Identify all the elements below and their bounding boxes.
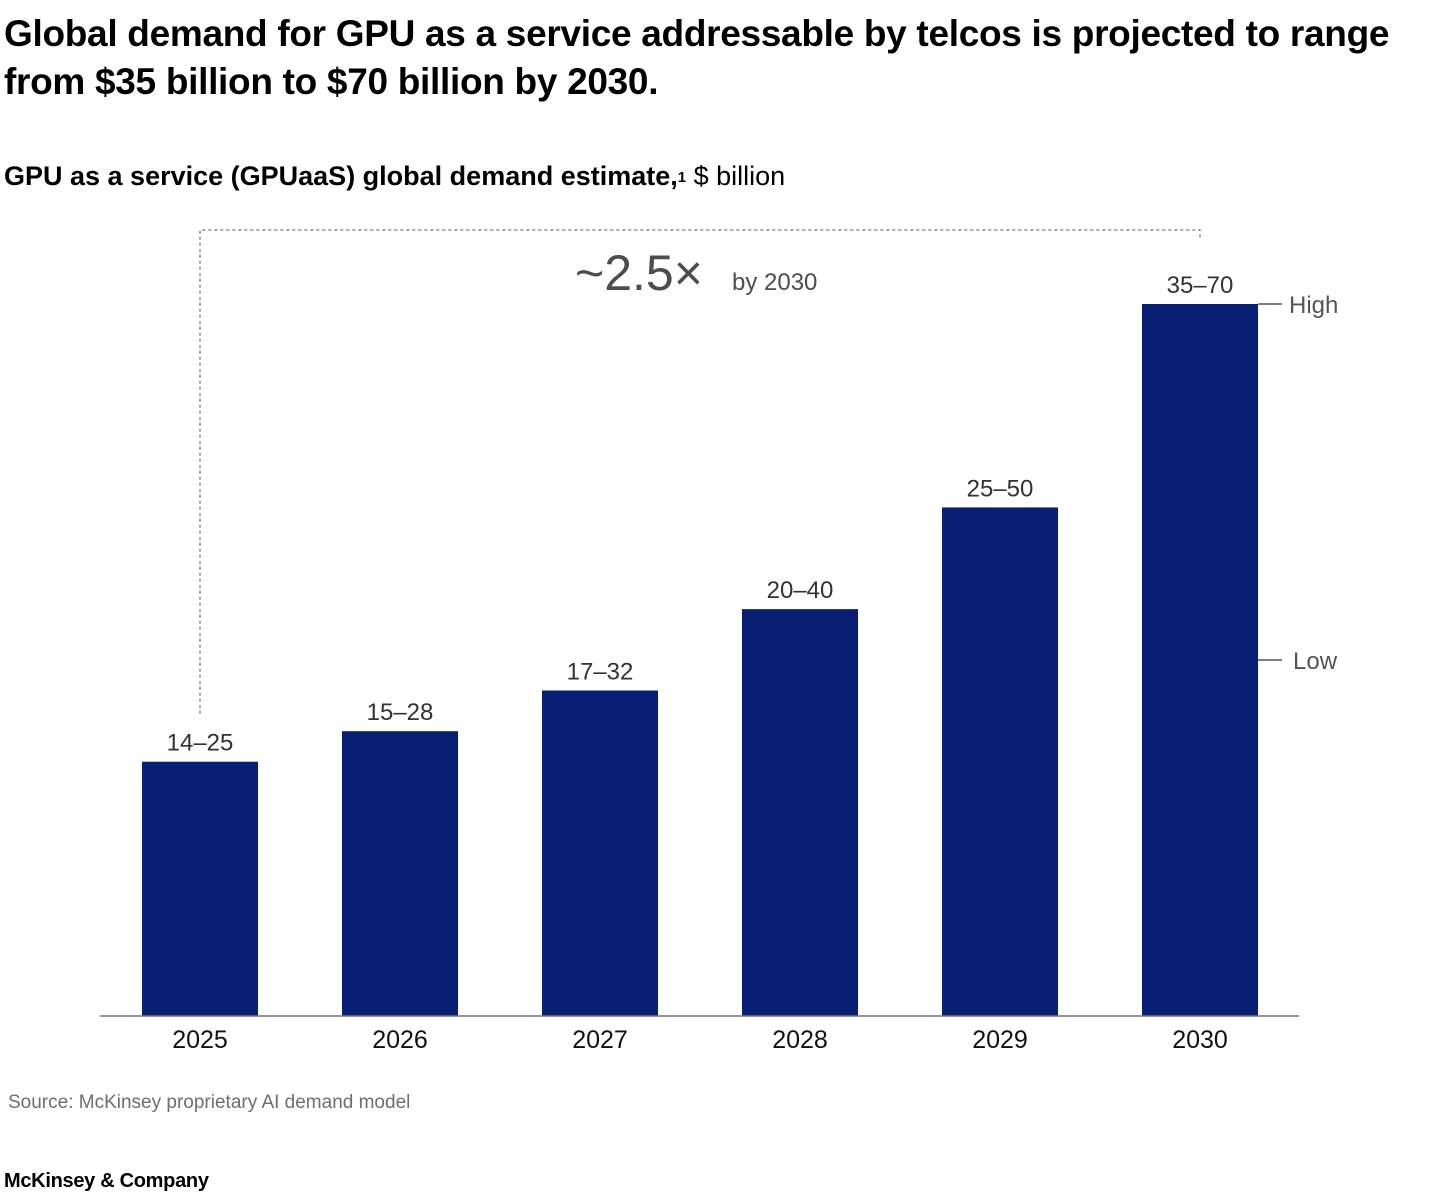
bar-2025 — [142, 761, 258, 1016]
value-label-2026: 15–28 — [367, 699, 434, 726]
value-label-2025: 14–25 — [167, 730, 234, 757]
subtitle-unit: $ billion — [686, 161, 786, 191]
growth-annotation-text: by 2030 — [732, 269, 817, 296]
chart-subtitle: GPU as a service (GPUaaS) global demand … — [4, 158, 785, 194]
x-tick-2029: 2029 — [972, 1026, 1028, 1054]
x-tick-2026: 2026 — [372, 1026, 428, 1054]
subtitle-main: GPU as a service (GPUaaS) global demand … — [4, 161, 678, 191]
growth-multiplier: ~2.5× — [575, 245, 703, 301]
source-note: Source: McKinsey proprietary AI demand m… — [8, 1092, 411, 1113]
value-label-2028: 20–40 — [767, 577, 834, 604]
bar-2030 — [1142, 304, 1258, 1016]
bars-group — [142, 304, 1258, 1016]
x-tick-labels-group: 2025 2026 2027 2028 2029 2030 — [172, 1026, 1228, 1054]
x-tick-2025: 2025 — [172, 1026, 228, 1054]
x-tick-2027: 2027 — [572, 1026, 628, 1054]
growth-bracket-line — [199, 229, 1201, 714]
value-label-2027: 17–32 — [567, 659, 634, 686]
brand-logo: McKinsey & Company — [4, 1170, 209, 1192]
value-labels-group: 14–25 15–28 17–32 20–40 25–50 35–70 — [167, 272, 1234, 757]
value-label-2030: 35–70 — [1167, 272, 1234, 299]
legend-group: High Low — [1258, 292, 1338, 675]
bar-2028 — [742, 609, 858, 1016]
x-tick-2030: 2030 — [1172, 1026, 1228, 1054]
legend-low-label: Low — [1293, 648, 1338, 675]
x-tick-2028: 2028 — [772, 1026, 828, 1054]
bar-2026 — [342, 731, 458, 1016]
legend-high-label: High — [1289, 292, 1338, 319]
chart-headline: Global demand for GPU as a service addre… — [4, 13, 1390, 102]
bar-2029 — [942, 507, 1058, 1016]
value-label-2029: 25–50 — [967, 475, 1034, 502]
footnote-mark: 1 — [677, 169, 687, 186]
growth-bracket — [199, 229, 1201, 714]
bar-2027 — [542, 690, 658, 1016]
